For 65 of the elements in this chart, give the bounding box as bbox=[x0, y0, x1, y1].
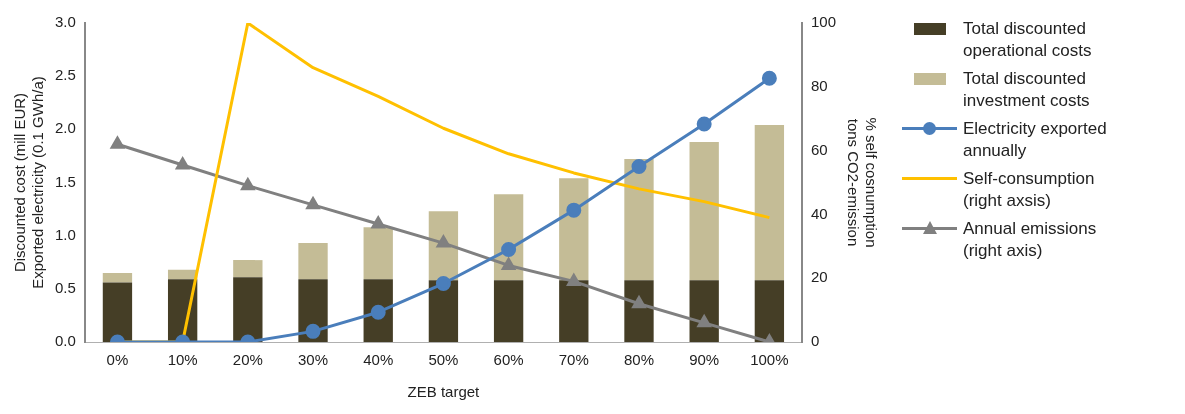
y-tick-label: 1.0 bbox=[54, 225, 76, 243]
point bbox=[436, 235, 451, 248]
x-tick-label: 20% bbox=[232, 351, 263, 369]
x-tick-label: 80% bbox=[623, 351, 655, 369]
bar bbox=[624, 159, 654, 281]
point bbox=[501, 241, 517, 257]
legend-label: Total discounted operational costs bbox=[963, 18, 1093, 62]
legend-label: Annual emissions (right axis) bbox=[963, 218, 1098, 262]
y2-tick-label: 80 bbox=[810, 76, 828, 94]
y-axis-title: Discounted cost (mill EUR) Exported electricity (0.1 GWh/a) bbox=[11, 76, 47, 289]
point bbox=[567, 273, 581, 286]
y2-axis-title: % self cosnumption tons CO2-emission bbox=[844, 117, 880, 248]
bar bbox=[689, 280, 719, 342]
y2-tick-label: 20 bbox=[810, 268, 828, 286]
point bbox=[305, 323, 321, 339]
x-tick-label: 90% bbox=[689, 351, 720, 369]
bar bbox=[493, 280, 524, 342]
point bbox=[631, 159, 647, 175]
legend-label: Self-consumption (right axsis) bbox=[963, 168, 1096, 212]
y2-tick-label: 100 bbox=[810, 13, 836, 31]
point bbox=[632, 296, 646, 309]
y-tick-label: 1.5 bbox=[54, 172, 76, 190]
point bbox=[435, 276, 451, 292]
y-tick-label: 0.5 bbox=[54, 278, 76, 296]
x-tick-label: 60% bbox=[493, 351, 524, 369]
point bbox=[110, 136, 125, 149]
bar bbox=[298, 243, 328, 280]
bar bbox=[428, 280, 459, 342]
point bbox=[566, 202, 582, 218]
bar bbox=[102, 282, 133, 342]
bar bbox=[754, 125, 785, 281]
bar bbox=[233, 260, 263, 278]
x-tick-label: 40% bbox=[363, 351, 394, 369]
bar bbox=[102, 272, 133, 283]
x-tick-label: 10% bbox=[167, 351, 198, 369]
bar bbox=[363, 227, 393, 280]
y-tick-label: 2.5 bbox=[54, 66, 76, 84]
bar bbox=[689, 142, 719, 281]
legend-label: Total discounted investment costs bbox=[963, 68, 1091, 112]
bar bbox=[559, 280, 589, 342]
point bbox=[241, 178, 255, 191]
bar bbox=[624, 280, 654, 342]
x-tick-label: 50% bbox=[428, 351, 459, 369]
legend-label: Electricity exported annually bbox=[963, 118, 1108, 162]
x-tick-label: 100% bbox=[750, 351, 789, 369]
point bbox=[761, 70, 777, 86]
bar bbox=[233, 277, 263, 342]
point bbox=[175, 157, 190, 170]
bar bbox=[559, 178, 589, 281]
x-axis-title: ZEB target bbox=[407, 383, 481, 401]
y-tick-label: 0.0 bbox=[54, 332, 76, 350]
x-tick-label: 70% bbox=[558, 351, 589, 369]
y2-tick-label: 0 bbox=[810, 332, 820, 350]
y-tick-label: 2.0 bbox=[54, 119, 76, 137]
point bbox=[697, 315, 711, 328]
y-tick-label: 3.0 bbox=[54, 13, 76, 31]
point bbox=[501, 257, 516, 270]
point bbox=[371, 216, 385, 229]
point bbox=[696, 116, 712, 132]
point bbox=[306, 197, 320, 210]
x-tick-label: 30% bbox=[298, 351, 329, 369]
y2-tick-label: 60 bbox=[810, 140, 828, 158]
x-tick-label: 0% bbox=[106, 351, 129, 369]
bar bbox=[754, 280, 785, 342]
y2-tick-label: 40 bbox=[810, 204, 828, 222]
